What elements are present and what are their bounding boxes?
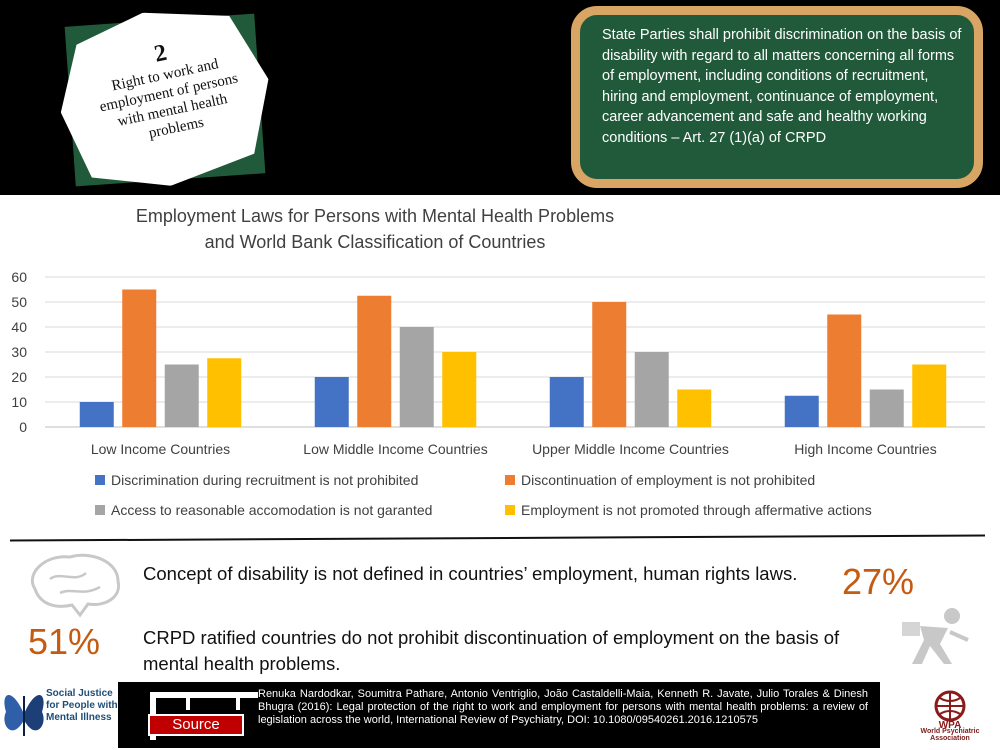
brain-icon <box>31 553 121 618</box>
citation-text: Renuka Nardodkar, Soumitra Pathare, Anto… <box>258 688 868 726</box>
chart-title: Employment Laws for Persons with Mental … <box>50 203 700 255</box>
worker-icon <box>902 608 969 664</box>
bar-chart: 0 10 20 30 40 50 60 Low Income Countries Low Mi… <box>11 269 985 457</box>
source-label: Source <box>148 714 244 736</box>
org-name: Social Justice for People with Mental Il… <box>46 688 118 723</box>
x-category-label: Upper Middle Income Countries <box>532 441 729 457</box>
stat-percent: 51% <box>28 621 101 662</box>
legend-swatch <box>505 505 515 515</box>
crpd-quote-box: State Parties shall prohibit discriminat… <box>571 6 983 188</box>
bar <box>634 352 669 427</box>
bar <box>827 314 862 427</box>
y-axis-ticks: 0 10 20 30 40 50 60 <box>11 269 27 435</box>
y-tick-label: 30 <box>11 344 27 360</box>
chart-title-line: and World Bank Classification of Countri… <box>204 232 546 252</box>
bar <box>869 389 904 427</box>
bar <box>592 302 627 427</box>
gridlines <box>45 276 985 428</box>
legend-label: Employment is not promoted through affer… <box>521 502 872 518</box>
legend-item: Access to reasonable accomodation is not… <box>95 502 432 518</box>
legend-swatch <box>95 505 105 515</box>
bar <box>122 289 157 427</box>
bar <box>677 389 712 427</box>
footer: Social Justice for People with Mental Il… <box>0 680 1000 750</box>
legend-swatch <box>95 475 105 485</box>
wpa-globe-logo: WPA <box>934 690 966 730</box>
y-tick-label: 60 <box>11 269 27 285</box>
y-tick-label: 20 <box>11 369 27 385</box>
bar <box>79 402 114 427</box>
topic-badge: 2 Right to work and employment of person… <box>60 10 270 185</box>
y-tick-label: 40 <box>11 319 27 335</box>
bar <box>549 377 584 427</box>
x-category-label: Low Middle Income Countries <box>303 441 487 457</box>
bar <box>164 364 199 427</box>
butterfly-logo <box>4 694 44 736</box>
x-axis-categories: Low Income Countries Low Middle Income Co… <box>91 441 937 457</box>
y-tick-label: 0 <box>19 419 27 435</box>
stat-percent: 27% <box>842 561 915 602</box>
legend-item: Discontinuation of employment is not pro… <box>505 472 815 488</box>
bar <box>399 327 434 427</box>
bars <box>79 289 947 427</box>
legend-label: Discontinuation of employment is not pro… <box>521 472 816 488</box>
wpa-initials: WPA <box>939 720 962 730</box>
legend-label: Discrimination during recruitment is not… <box>111 472 419 488</box>
y-tick-label: 10 <box>11 394 27 410</box>
bar <box>357 295 392 427</box>
legend-item: Discrimination during recruitment is not… <box>95 472 418 488</box>
bar <box>442 352 477 427</box>
x-category-label: Low Income Countries <box>91 441 230 457</box>
stats-panel: Concept of disability is not defined in … <box>0 541 1000 681</box>
chart-title-line: Employment Laws for Persons with Mental … <box>135 206 615 226</box>
header-band: 2 Right to work and employment of person… <box>0 0 1000 195</box>
y-tick-label: 50 <box>11 294 27 310</box>
stat-text: CRPD ratified countries do not prohibit … <box>143 627 840 674</box>
stat-text: Concept of disability is not defined in … <box>143 563 798 584</box>
bar <box>912 364 947 427</box>
legend-item: Employment is not promoted through affer… <box>505 502 872 518</box>
bar <box>207 358 242 427</box>
x-category-label: High Income Countries <box>794 441 936 457</box>
chart-legend: Discrimination during recruitment is not… <box>95 472 975 528</box>
wpa-name: World Psychiatric Association <box>920 728 980 742</box>
source-bar: Source Renuka Nardodkar, Soumitra Pathar… <box>118 682 880 748</box>
bar <box>784 395 819 427</box>
legend-swatch <box>505 475 515 485</box>
legend-label: Access to reasonable accomodation is not… <box>111 502 433 518</box>
crpd-quote-text: State Parties shall prohibit discriminat… <box>602 27 962 146</box>
bar <box>314 377 349 427</box>
